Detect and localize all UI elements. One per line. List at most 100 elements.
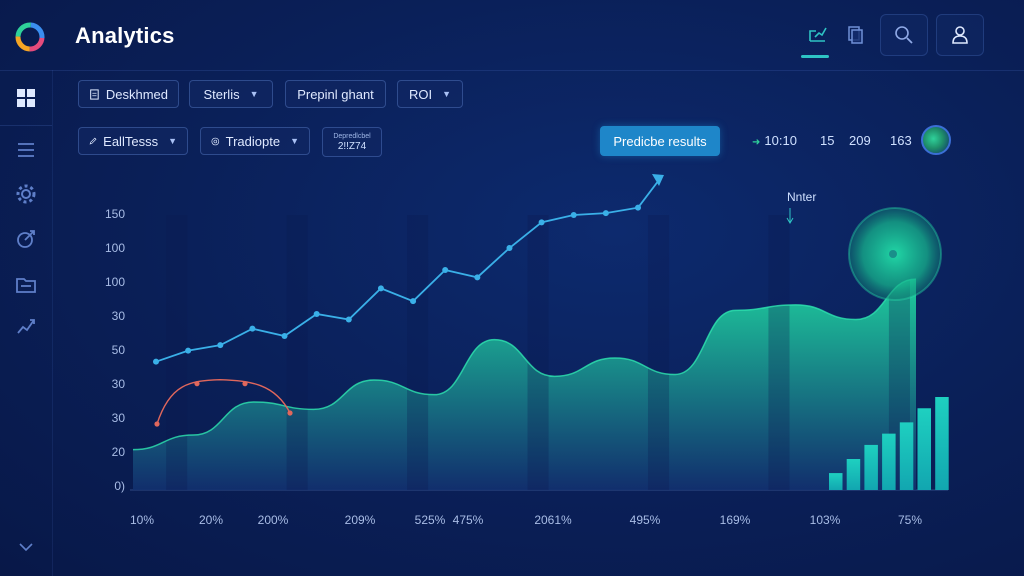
- red-arc-point: [154, 421, 160, 427]
- filter-prepinl-label: Prepinl ghant: [297, 86, 374, 102]
- x-tick-label: 525%: [415, 513, 446, 527]
- trend-point: [410, 298, 417, 305]
- mini-bar: [917, 408, 931, 490]
- trend-point: [345, 316, 352, 323]
- red-arc-line: [156, 378, 291, 425]
- documents-icon[interactable]: [832, 14, 878, 54]
- filter-roi-dropdown[interactable]: ROI ▼: [397, 80, 463, 108]
- area-outline: [132, 278, 917, 451]
- y-tick-label: 30: [112, 309, 126, 323]
- stat-value-1: 15: [820, 133, 835, 148]
- chart-edit-icon[interactable]: [795, 14, 841, 54]
- filter-prepinl-ghant[interactable]: Prepinl ghant: [285, 80, 386, 108]
- mini-bar-series: [829, 397, 949, 490]
- filter-sterlis-dropdown[interactable]: Sterlis ▼: [189, 80, 273, 108]
- mini-bar: [935, 397, 949, 490]
- y-tick-label: 100: [105, 275, 125, 289]
- area-series: [132, 215, 917, 490]
- list-icon[interactable]: [14, 138, 38, 162]
- trend-line-series: [153, 174, 664, 365]
- y-axis-ticks: 150 100 100 30 50 30 30 20 0): [105, 207, 125, 493]
- highlight-dot: [889, 250, 897, 258]
- stat-time: ➜ 10:10: [752, 133, 797, 148]
- caret-down-icon: ▼: [249, 89, 259, 99]
- y-tick-label: 0): [114, 479, 125, 493]
- trend-point: [442, 267, 449, 273]
- user-icon[interactable]: [936, 14, 984, 56]
- x-tick-label: 2061%: [534, 513, 572, 527]
- dashboard-grid-icon[interactable]: [14, 86, 38, 110]
- document-icon: [90, 88, 99, 100]
- x-tick-label: 200%: [258, 513, 289, 527]
- trend-point: [538, 219, 545, 226]
- date-picker-value: 2!!Z74: [337, 141, 367, 152]
- y-tick-label: 100: [105, 241, 125, 255]
- area-column-band: [286, 215, 308, 490]
- area-column-band: [768, 215, 790, 490]
- trend-arrowhead-icon: [652, 174, 664, 186]
- filter-ealltesss-dropdown[interactable]: EallTesss ▼: [78, 127, 188, 155]
- stat-value-3: 163: [890, 133, 912, 148]
- filter-sterlis-label: Sterlis: [203, 86, 240, 102]
- x-tick-label: 209%: [345, 513, 376, 527]
- x-tick-label: 495%: [630, 513, 661, 527]
- search-icon[interactable]: [880, 14, 928, 56]
- trend-point: [249, 325, 256, 332]
- y-tick-label: 20: [112, 445, 126, 459]
- y-tick-label: 150: [105, 207, 125, 221]
- mini-bar: [829, 473, 843, 490]
- target-icon[interactable]: [14, 227, 38, 251]
- mini-bar: [864, 444, 878, 490]
- caret-down-icon: ▼: [168, 136, 177, 146]
- red-arc-point: [194, 381, 200, 387]
- active-tab-indicator: [801, 55, 829, 58]
- sidebar: [0, 70, 53, 576]
- red-arc-point: [242, 381, 248, 387]
- trend-point: [506, 245, 513, 251]
- red-arc-series: [154, 378, 293, 427]
- x-tick-label: 10%: [130, 513, 154, 527]
- globe-icon: [211, 137, 220, 145]
- x-tick-label: 103%: [810, 513, 841, 527]
- area-column-band: [166, 215, 188, 490]
- sidebar-divider: [0, 125, 52, 126]
- trend-point: [185, 347, 192, 354]
- folder-icon[interactable]: [14, 273, 38, 297]
- red-arc-point: [287, 410, 293, 416]
- mini-bar: [846, 459, 861, 490]
- trend-point: [281, 333, 288, 339]
- predict-results-button[interactable]: Predicbe results: [600, 126, 720, 156]
- mini-bar: [899, 422, 914, 490]
- area-column-band: [527, 215, 549, 490]
- trend-point: [602, 210, 609, 217]
- date-picker-box[interactable]: Depredlcbel 2!!Z74: [322, 127, 382, 157]
- trend-point: [474, 274, 481, 281]
- filter-ealltesss-label: EallTesss: [103, 133, 159, 149]
- filter-roi-label: ROI: [408, 86, 433, 102]
- x-tick-label: 169%: [720, 513, 751, 527]
- annotation-arrow-icon: [786, 208, 794, 224]
- y-tick-label: 30: [112, 377, 126, 391]
- app-logo-icon[interactable]: [14, 21, 46, 53]
- pencil-icon: [89, 137, 97, 145]
- x-axis-ticks: 10% 20% 200% 209% 525% 475% 2061% 495% 169% 103% 7…: [130, 513, 922, 527]
- trend-point: [313, 311, 320, 317]
- area-column-band: [407, 215, 429, 490]
- chevron-down-icon[interactable]: [14, 535, 38, 559]
- trend-point: [217, 342, 224, 349]
- status-badge-icon[interactable]: [921, 125, 951, 155]
- date-picker-caption: Depredlcbel: [333, 133, 371, 140]
- filter-tradiopte-label: Tradiopte: [225, 133, 281, 149]
- filter-deskhmed[interactable]: Deskhmed: [78, 80, 179, 108]
- trend-line: [155, 206, 639, 363]
- trend-point: [570, 212, 577, 218]
- x-tick-label: 75%: [898, 513, 922, 527]
- trend-point: [377, 285, 384, 292]
- caret-down-icon: ▼: [290, 136, 299, 146]
- chart-growth-icon[interactable]: [14, 314, 38, 338]
- top-bar: Analytics: [0, 0, 1024, 71]
- x-tick-label: 475%: [453, 513, 484, 527]
- settings-gear-icon[interactable]: [14, 182, 38, 206]
- filter-tradiopte-dropdown[interactable]: Tradiopte ▼: [200, 127, 310, 155]
